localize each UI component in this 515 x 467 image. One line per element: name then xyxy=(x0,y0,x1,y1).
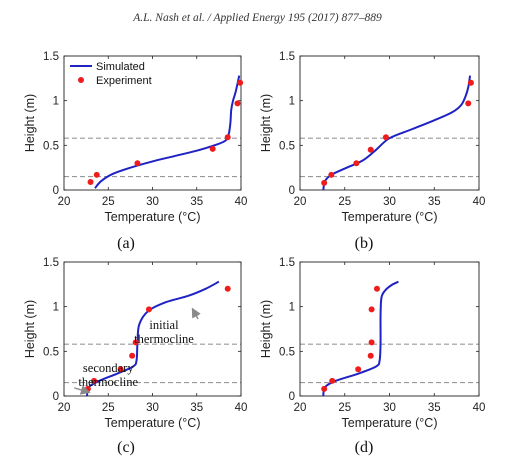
x-tick-label: 30 xyxy=(383,402,396,414)
experiment-point xyxy=(467,79,474,86)
x-tick-label: 20 xyxy=(294,196,307,208)
x-tick-label: 20 xyxy=(58,402,71,414)
panel-label: (a) xyxy=(117,235,135,252)
experiment-point xyxy=(321,179,328,186)
x-tick-label: 40 xyxy=(473,196,486,208)
experiment-point xyxy=(134,160,141,167)
y-axis-label: Height (m) xyxy=(259,300,273,358)
experiment-point xyxy=(224,134,231,141)
experiment-point xyxy=(321,385,328,392)
plot-area xyxy=(64,56,241,190)
y-tick-label: 1 xyxy=(289,96,295,108)
y-tick-label: 0 xyxy=(53,391,59,403)
x-axis-label: Temperature (°C) xyxy=(105,416,201,430)
x-tick-label: 20 xyxy=(294,402,307,414)
x-tick-label: 35 xyxy=(190,402,203,414)
x-tick-label: 40 xyxy=(235,402,248,414)
experiment-point xyxy=(328,171,335,178)
y-tick-label: 1 xyxy=(53,302,59,314)
y-axis-label: Height (m) xyxy=(23,300,37,358)
panel-label: (b) xyxy=(355,235,374,252)
panel-c: 20 25 30 35 40 0 0.5 1 1.5 Temperature (°C) Height… xyxy=(23,257,247,456)
x-tick-label: 25 xyxy=(102,402,115,414)
y-tick-label: 0 xyxy=(289,391,295,403)
experiment-point xyxy=(367,146,374,153)
x-tick-label: 40 xyxy=(235,196,248,208)
x-tick-label: 25 xyxy=(338,402,351,414)
y-tick-label: 1.5 xyxy=(279,51,295,63)
legend-label-experiment: Experiment xyxy=(96,75,152,87)
legend-marker-swatch xyxy=(78,77,84,83)
plot-area xyxy=(300,262,479,396)
experiment-point xyxy=(145,306,152,313)
experiment-point xyxy=(382,134,389,141)
annotation-text: initial xyxy=(149,318,179,332)
experiment-point xyxy=(465,100,472,107)
experiment-point xyxy=(373,285,380,292)
y-tick-label: 1 xyxy=(53,96,59,108)
experiment-point xyxy=(368,306,375,313)
y-tick-label: 0 xyxy=(289,185,295,197)
annotation-arrow xyxy=(191,307,201,320)
y-tick-label: 0.5 xyxy=(43,346,59,358)
y-tick-label: 0.5 xyxy=(279,346,295,358)
plot-area xyxy=(300,56,479,190)
experiment-point xyxy=(234,100,241,107)
experiment-point xyxy=(87,178,94,185)
y-tick-label: 1 xyxy=(289,302,295,314)
x-tick-label: 30 xyxy=(146,402,159,414)
panel-d: 20 25 30 35 40 0 0.5 1 1.5 Temperature (°C) Height… xyxy=(259,257,485,456)
x-axis-label: Temperature (°C) xyxy=(342,210,438,224)
panel-label: (d) xyxy=(355,439,374,456)
y-axis-label: Height (m) xyxy=(259,94,273,152)
x-tick-label: 40 xyxy=(473,402,486,414)
x-tick-label: 35 xyxy=(428,196,441,208)
y-tick-label: 1.5 xyxy=(43,51,59,63)
experiment-point xyxy=(367,352,374,359)
x-tick-label: 30 xyxy=(146,196,159,208)
x-tick-label: 25 xyxy=(102,196,115,208)
panel-label: (c) xyxy=(117,439,135,456)
experiment-point xyxy=(353,160,360,167)
plot-area xyxy=(64,262,241,396)
annotation-text: thermocline xyxy=(78,375,138,389)
y-tick-label: 0 xyxy=(53,185,59,197)
panel-a: 20 25 30 35 40 0 0.5 1 1.5 Temperature (°C) Height… xyxy=(23,51,247,252)
x-tick-label: 35 xyxy=(428,402,441,414)
annotation-text: secondary xyxy=(83,361,134,375)
experiment-point xyxy=(237,79,244,86)
y-tick-label: 0.5 xyxy=(279,140,295,152)
experiment-point xyxy=(355,366,362,373)
annotation-arrow xyxy=(74,385,91,395)
y-tick-label: 1.5 xyxy=(279,257,295,269)
annotation-text: thermocline xyxy=(134,332,194,346)
experiment-point xyxy=(329,377,336,384)
y-tick-label: 1.5 xyxy=(43,257,59,269)
legend-label-simulated: Simulated xyxy=(96,61,145,73)
experiment-point xyxy=(93,171,100,178)
experiment-point xyxy=(209,145,216,152)
x-tick-label: 30 xyxy=(383,196,396,208)
y-axis-label: Height (m) xyxy=(23,94,37,152)
experiment-point xyxy=(91,377,98,384)
journal-header: A.L. Nash et al. / Applied Energy 195 (2… xyxy=(133,12,382,24)
experiment-point xyxy=(224,285,231,292)
x-tick-label: 20 xyxy=(58,196,71,208)
experiment-point xyxy=(117,366,124,373)
panel-b: 20 25 30 35 40 0 0.5 1 1.5 Temperature (°C) Height… xyxy=(259,51,485,252)
experiment-point xyxy=(129,352,136,359)
x-tick-label: 35 xyxy=(190,196,203,208)
x-tick-label: 25 xyxy=(338,196,351,208)
simulated-line xyxy=(94,75,241,189)
y-tick-label: 0.5 xyxy=(43,140,59,152)
x-axis-label: Temperature (°C) xyxy=(105,210,201,224)
experiment-point xyxy=(132,339,139,346)
x-axis-label: Temperature (°C) xyxy=(342,416,438,430)
experiment-point xyxy=(368,339,375,346)
